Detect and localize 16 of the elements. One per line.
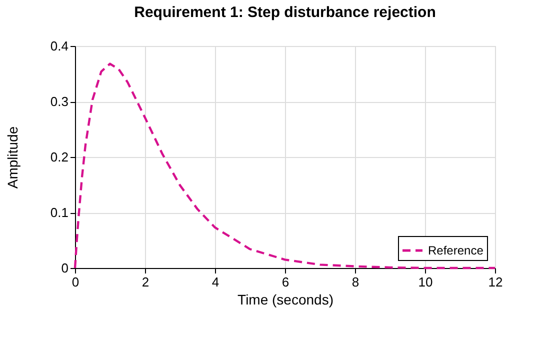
chart-title: Requirement 1: Step disturbance rejection: [134, 4, 436, 21]
x-tick-label: 4: [212, 274, 220, 290]
legend-label: Reference: [428, 244, 484, 258]
x-tick-label: 12: [488, 274, 503, 290]
y-tick-label: 0.3: [50, 94, 68, 109]
x-tick-label: 2: [142, 274, 150, 290]
x-tick-label: 0: [72, 274, 80, 290]
x-tick-label: 6: [282, 274, 290, 290]
x-tick-label: 8: [352, 274, 360, 290]
y-axis-title: Amplitude: [4, 126, 20, 189]
x-tick-label: 10: [418, 274, 433, 290]
y-tick-label: 0: [61, 260, 68, 276]
x-axis-title: Time (seconds): [238, 292, 334, 308]
y-tick-label: 0.1: [50, 205, 68, 220]
y-tick-label: 0.4: [50, 38, 68, 54]
y-tick-label: 0.2: [50, 150, 68, 164]
